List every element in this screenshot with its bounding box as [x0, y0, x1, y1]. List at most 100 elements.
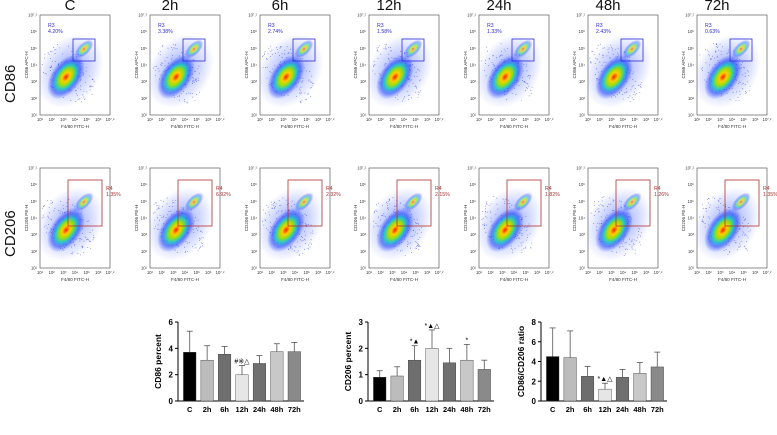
flow-y-tick: 10² — [251, 249, 258, 254]
flow-y-tick: 10² — [251, 96, 258, 101]
flow-y-axis-label: CD86 APC-H — [134, 51, 139, 78]
flow-y-tick: 10¹ — [360, 266, 367, 271]
bar-6h — [408, 359, 422, 402]
gate-r4 — [615, 179, 651, 227]
flow-x-tick: 10³ — [60, 117, 67, 122]
flow-x-tick: 10⁶ — [205, 270, 212, 275]
flow-x-tick: 10⁷.² — [216, 270, 225, 275]
flow-x-tick: 10⁴ — [620, 270, 627, 275]
gate-r3 — [292, 38, 316, 62]
flow-x-tick: 10⁵ — [303, 117, 310, 122]
flow-y-tick: 10³ — [251, 79, 258, 84]
flow-y-tick: 10¹ — [31, 266, 38, 271]
flow-y-axis-label: CD86 APC-H — [244, 51, 249, 78]
flow-y-tick: 10⁶ — [31, 182, 38, 187]
flow-y-tick: 10⁵ — [251, 46, 258, 51]
flow-x-tick: 10¹ — [694, 270, 701, 275]
flow-y-tick: 10¹ — [360, 113, 367, 118]
flow-y-tick: 10¹ — [579, 113, 586, 118]
flow-x-tick: 10⁷.² — [106, 117, 115, 122]
flow-x-tick: 10³ — [280, 270, 287, 275]
gate-r3 — [729, 38, 753, 62]
significance-annotation: *▲△ — [424, 323, 440, 330]
flow-x-tick: 10⁴ — [72, 270, 79, 275]
flow-y-tick: 10⁷.² — [576, 166, 585, 171]
y-tick-label: 0 — [169, 397, 174, 406]
flow-x-tick: 10¹ — [366, 270, 373, 275]
flow-x-tick: 10⁴ — [182, 117, 189, 122]
flow-y-tick: 10⁶ — [470, 29, 477, 34]
gate-label: R3 — [158, 23, 165, 29]
flow-y-tick: 10¹ — [688, 266, 695, 271]
flow-y-axis-label: CD206 PE-H — [24, 205, 29, 232]
gate-percent: 6.92% — [216, 192, 231, 198]
flow-x-tick: 10⁴ — [511, 117, 518, 122]
column-label-24h: 24h — [486, 0, 512, 14]
y-tick-label: 6 — [169, 318, 174, 327]
flow-x-tick: 10⁶ — [752, 270, 759, 275]
x-tick-label: 2h — [203, 405, 212, 414]
flow-y-tick: 10³ — [470, 232, 477, 237]
x-tick-label: 72h — [478, 405, 491, 414]
flow-y-tick: 10³ — [31, 79, 38, 84]
x-tick-label: C — [187, 405, 193, 414]
bar-48h — [460, 359, 474, 402]
column-label-48h: 48h — [595, 0, 621, 14]
flow-y-tick: 10⁵ — [31, 199, 38, 204]
flow-y-tick: 10⁶ — [141, 29, 148, 34]
flow-x-tick: 10² — [488, 270, 495, 275]
bar-24h — [252, 363, 266, 402]
gate-label: R4 — [216, 186, 223, 192]
x-tick-label: 2h — [566, 405, 575, 414]
flow-x-tick: 10⁵ — [522, 270, 529, 275]
flow-x-tick: 10⁶ — [424, 270, 431, 275]
flow-y-tick: 10³ — [688, 232, 695, 237]
x-tick-label: C — [377, 405, 383, 414]
flow-x-axis-label: F4/80 FITC-H — [61, 277, 89, 282]
flow-y-tick: 10¹ — [470, 266, 477, 271]
significance-annotation: * — [465, 337, 468, 344]
flow-y-tick: 10⁷.² — [28, 166, 37, 171]
flow-x-tick: 10⁶ — [95, 270, 102, 275]
flow-x-tick: 10¹ — [147, 270, 154, 275]
flow-y-tick: 10¹ — [579, 266, 586, 271]
flow-y-tick: 10¹ — [31, 113, 38, 118]
flow-y-tick: 10⁶ — [688, 29, 695, 34]
flow-x-tick: 10⁴ — [72, 117, 79, 122]
flow-y-tick: 10¹ — [470, 113, 477, 118]
y-tick-label: 4 — [169, 344, 174, 353]
flow-y-tick: 10⁷.² — [357, 166, 366, 171]
column-label-12h: 12h — [376, 0, 402, 14]
flow-x-axis-label: F4/80 FITC-H — [171, 124, 199, 129]
flow-x-tick: 10⁶ — [534, 270, 541, 275]
gate-label: R3 — [377, 23, 384, 29]
bar-2h — [563, 357, 577, 402]
gate-r3 — [401, 38, 425, 62]
gate-label: R4 — [106, 186, 113, 192]
flow-x-tick: 10⁷.² — [545, 270, 554, 275]
bar-c — [546, 356, 560, 402]
flow-x-axis-label: F4/80 FITC-H — [281, 124, 309, 129]
flow-y-tick: 10¹ — [251, 113, 258, 118]
flow-x-tick: 10⁶ — [643, 270, 650, 275]
flow-x-tick: 10¹ — [476, 117, 483, 122]
gate-percent: 2.74% — [268, 29, 283, 35]
gate-percent: 0.63% — [705, 29, 720, 35]
flow-y-tick: 10⁴ — [360, 216, 367, 221]
gate-label: R3 — [268, 23, 275, 29]
flow-y-tick: 10⁴ — [251, 216, 258, 221]
flow-x-tick: 10¹ — [257, 270, 264, 275]
gate-label: R3 — [48, 23, 55, 29]
flow-y-tick: 10⁷.² — [467, 13, 476, 18]
gate-r4 — [506, 179, 542, 227]
flow-x-tick: 10⁷.² — [545, 117, 554, 122]
bar-72h — [650, 366, 664, 402]
gate-r3 — [620, 38, 644, 62]
flow-x-tick: 10⁷.² — [763, 117, 772, 122]
gate-percent: 1.26% — [654, 192, 669, 198]
gate-label: R4 — [435, 186, 442, 192]
